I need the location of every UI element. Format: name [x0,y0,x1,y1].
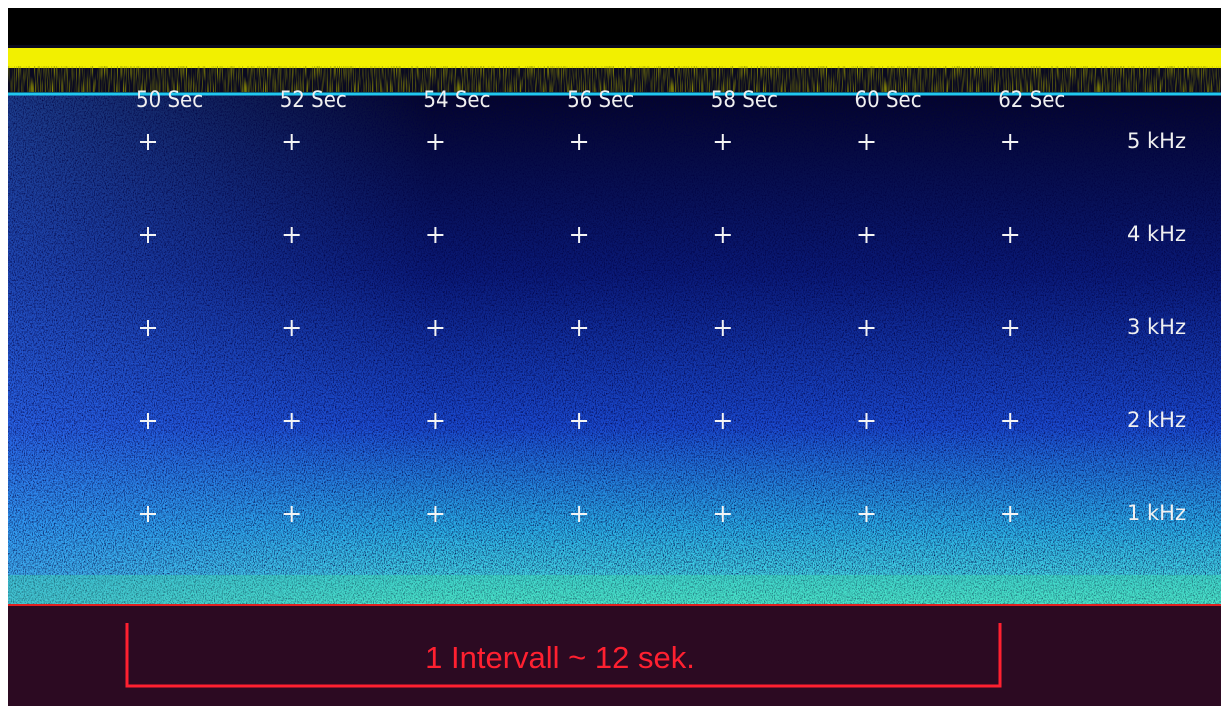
frequency-label: 4 kHz [1127,222,1186,246]
frequency-label: 2 kHz [1127,408,1186,432]
frequency-label: 3 kHz [1127,315,1186,339]
top-bar [8,8,1221,45]
time-label: 60 Sec [855,88,922,113]
time-label: 56 Sec [567,88,634,113]
low-band [8,575,1221,605]
spectrogram-window: 1 Intervall ~ 12 sek. 50 Sec 52 Sec 54 Sec… [0,0,1221,706]
spectrogram-noise [8,95,1221,605]
time-label: 62 Sec [998,88,1065,113]
time-label: 54 Sec [423,88,490,113]
time-label: 52 Sec [280,88,347,113]
level-band [8,48,1221,68]
page: 1 Intervall ~ 12 sek. 50 Sec 52 Sec 54 Sec… [0,0,1221,706]
frequency-label: 1 kHz [1127,501,1186,525]
interval-annotation: 1 Intervall ~ 12 sek. [425,640,695,675]
time-label: 58 Sec [711,88,778,113]
frequency-label: 5 kHz [1127,129,1186,153]
time-label: 50 Sec [136,88,203,113]
